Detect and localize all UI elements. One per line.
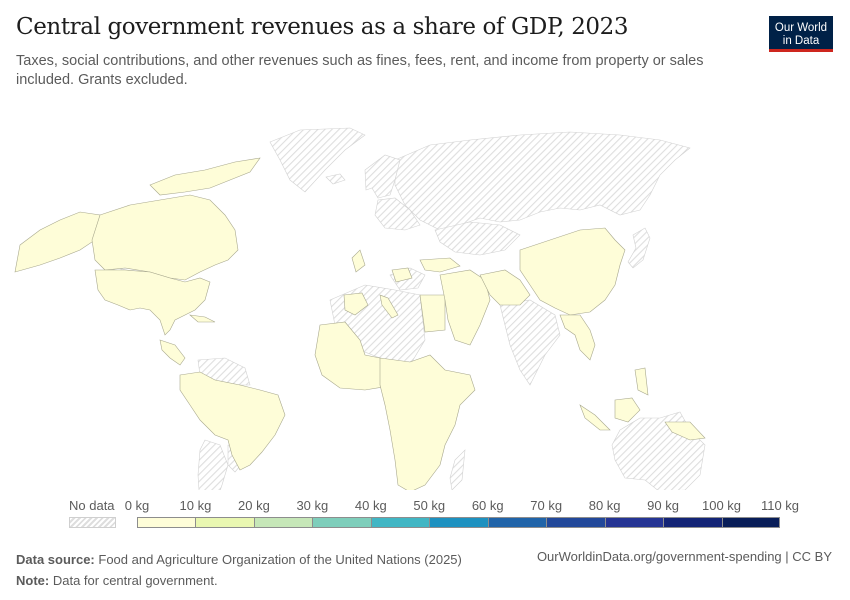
country-iceland[interactable] xyxy=(325,173,346,185)
country-middle-east[interactable] xyxy=(439,269,491,346)
country-scandinavia[interactable] xyxy=(364,154,401,199)
country-italy[interactable] xyxy=(379,294,399,319)
legend-nodata-swatch xyxy=(69,517,116,528)
country-canadian-arctic[interactable] xyxy=(149,157,261,196)
country-kazakhstan[interactable] xyxy=(434,221,521,256)
legend-bin[interactable] xyxy=(721,517,780,528)
legend-nodata-label: No data xyxy=(69,498,115,513)
country-canada[interactable] xyxy=(91,194,239,281)
note-label: Note: xyxy=(16,573,50,588)
legend-tick-label: 70 kg xyxy=(530,498,563,513)
country-south-america-n[interactable] xyxy=(179,371,286,471)
country-greenland[interactable] xyxy=(269,127,366,193)
country-china[interactable] xyxy=(519,227,626,316)
legend-tick-label: 80 kg xyxy=(588,498,621,513)
data-source-label: Data source: xyxy=(16,552,95,567)
legend-bin[interactable] xyxy=(546,517,605,528)
country-cuba[interactable] xyxy=(189,314,216,323)
country-japan[interactable] xyxy=(627,227,651,269)
country-central-america[interactable] xyxy=(159,339,186,366)
legend-tick-label: 50 kg xyxy=(413,498,446,513)
legend-tick-label: 20 kg xyxy=(238,498,270,513)
country-egypt[interactable] xyxy=(419,294,446,333)
legend-tick-label: 110 kg xyxy=(760,498,800,513)
note-text: Data for central government. xyxy=(52,573,218,588)
chart-subtitle: Taxes, social contributions, and other r… xyxy=(16,53,704,88)
country-alaska[interactable] xyxy=(14,211,101,273)
chart-title: Central government revenues as a share o… xyxy=(16,14,629,40)
country-usa[interactable] xyxy=(94,269,211,336)
world-map[interactable] xyxy=(0,100,850,490)
legend-tick-label: 10 kg xyxy=(179,498,212,513)
legend-bin[interactable] xyxy=(429,517,488,528)
legend-bin[interactable] xyxy=(487,517,547,528)
country-borneo[interactable] xyxy=(614,397,641,423)
legend: No data 0 kg 10 kg 20 kg 30 kg 40 kg 50 kg 60 … xyxy=(0,496,850,536)
logo-line-2: in Data xyxy=(782,35,820,47)
country-madagascar[interactable] xyxy=(449,449,466,490)
data-regions xyxy=(14,157,706,490)
country-sumatra[interactable] xyxy=(579,404,611,431)
legend-tick-label: 0 kg xyxy=(124,498,150,513)
legend-bin[interactable] xyxy=(604,517,664,528)
country-png[interactable] xyxy=(664,421,706,441)
legend-bin[interactable] xyxy=(137,517,196,528)
country-philippines[interactable] xyxy=(634,367,649,396)
country-poland[interactable] xyxy=(391,267,413,283)
note: Note: Data for central government. xyxy=(16,570,462,591)
country-central-east-africa[interactable] xyxy=(379,354,476,490)
legend-tick-label: 40 kg xyxy=(354,498,387,513)
legend-tick-label: 100 kg xyxy=(702,498,742,513)
country-uk[interactable] xyxy=(351,249,366,273)
country-turkey[interactable] xyxy=(419,257,461,273)
footer: Data source: Food and Agriculture Organi… xyxy=(16,549,462,591)
data-source-text: Food and Agriculture Organization of the… xyxy=(98,552,462,567)
data-source: Data source: Food and Agriculture Organi… xyxy=(16,549,462,570)
legend-tick-label: 60 kg xyxy=(471,498,504,513)
legend-bin[interactable] xyxy=(663,517,722,528)
country-india[interactable] xyxy=(499,299,561,386)
legend-bin[interactable] xyxy=(370,517,430,528)
legend-tick-label: 90 kg xyxy=(647,498,679,513)
owid-logo[interactable]: Our World in Data xyxy=(769,16,833,52)
legend-tick-label: 30 kg xyxy=(296,498,329,513)
country-iran-pak-afg[interactable] xyxy=(479,269,531,306)
country-southern-cone[interactable] xyxy=(197,439,229,490)
legend-bin[interactable] xyxy=(312,517,371,528)
country-russia[interactable] xyxy=(394,131,691,231)
legend-bin[interactable] xyxy=(195,517,254,528)
logo-line-1: Our World xyxy=(774,22,828,34)
source-url-link[interactable]: OurWorldinData.org/government-spending |… xyxy=(536,549,832,564)
country-iberia[interactable] xyxy=(343,292,369,316)
country-southeast-asia[interactable] xyxy=(559,314,596,361)
legend-bin[interactable] xyxy=(253,517,313,528)
country-eastern-europe[interactable] xyxy=(374,197,421,231)
